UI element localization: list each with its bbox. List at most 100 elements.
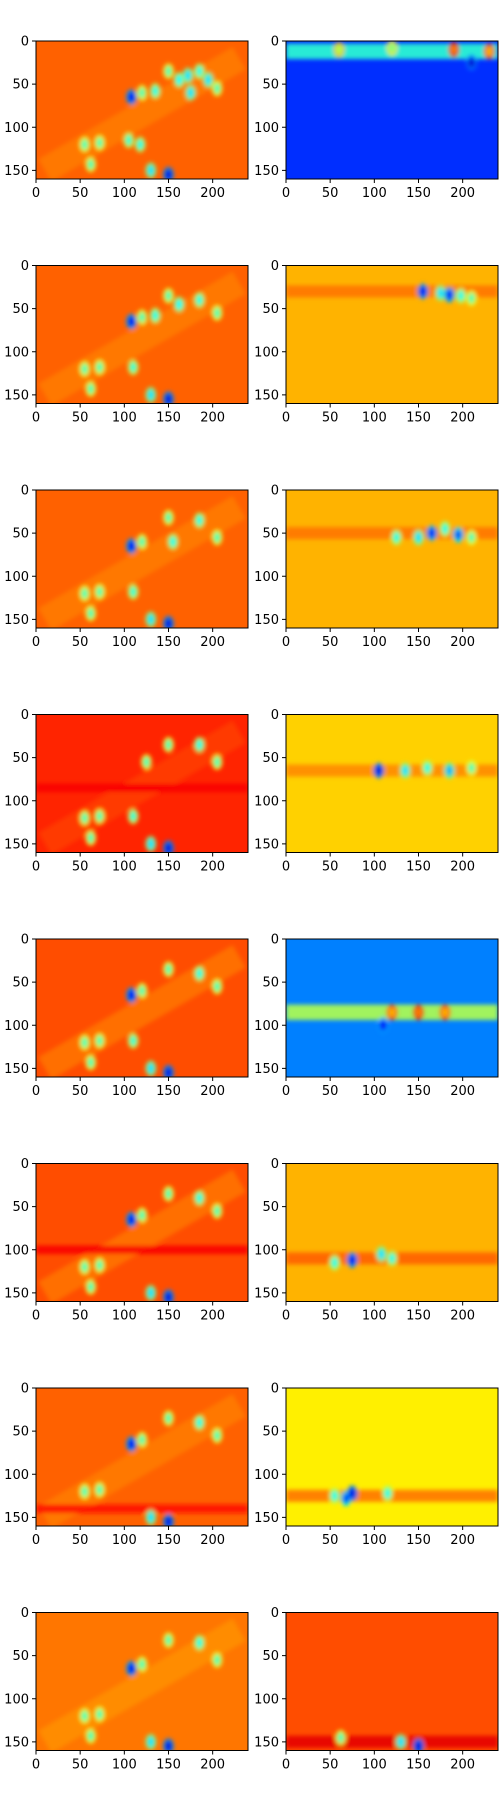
y-tick-label: 50 [12,751,29,766]
heat-blob [81,1711,88,1721]
x-tick-label: 150 [156,635,181,650]
x-tick-label: 200 [450,860,475,875]
heat-blob [335,44,343,55]
heat-blob [138,1434,146,1445]
y-tick-label: 150 [254,1511,279,1526]
y-tick-label: 150 [4,1062,29,1077]
x-tick-label: 100 [112,860,137,875]
x-tick-label: 100 [362,635,387,650]
subplot-row1-right: 0 50 100 150 200 0 50 100 150 [254,35,499,201]
y-tick-label: 150 [254,164,279,179]
y-tick-label: 0 [271,708,279,723]
x-tick-label: 50 [72,411,89,426]
heat-blob [384,1488,391,1499]
heat-blob [388,42,396,53]
heat-blob [152,86,159,97]
x-tick-label: 50 [72,1533,89,1548]
heat-diagonal-band [38,1169,246,1302]
heat-blob [441,1007,449,1018]
heatmap-image [286,265,498,404]
x-tick-label: 150 [156,1758,181,1773]
x-tick-label: 50 [322,1084,339,1099]
heat-band [36,783,248,793]
subplot-row6-left: 0 50 100 150 200 0 50 100 150 [4,1157,249,1324]
heat-blob [138,87,146,98]
heat-blob [87,1057,94,1068]
y-tick-label: 150 [4,837,29,852]
y-tick-label: 50 [12,1425,29,1440]
heat-blob [147,1512,155,1523]
heat-blob [437,288,444,299]
y-tick-label: 150 [4,388,29,403]
x-tick-label: 0 [32,1309,40,1324]
y-tick-label: 100 [254,570,279,585]
heat-blob [424,762,431,773]
x-tick-label: 100 [112,411,137,426]
heat-blob [379,1020,387,1031]
heat-blob [87,1281,94,1292]
heat-blob [441,523,449,534]
subplot-row6-right: 0 50 100 150 200 0 50 100 150 [254,1157,499,1324]
heat-blob [450,44,458,55]
y-tick-label: 0 [21,1157,29,1172]
y-tick-label: 150 [254,1062,279,1077]
x-tick-label: 200 [200,1309,225,1324]
heatmap-image [286,939,498,1077]
y-tick-label: 100 [254,345,279,360]
x-tick-label: 150 [156,1533,181,1548]
y-tick-label: 50 [12,1649,29,1664]
heat-band [286,1735,498,1748]
y-tick-label: 0 [271,35,279,50]
heat-diagonal-band [38,271,246,404]
axes-frame [35,265,249,404]
axes-frame [285,40,499,180]
y-tick-label: 100 [254,794,279,809]
y-tick-label: 0 [21,708,29,723]
y-tick-label: 100 [4,1692,29,1707]
x-tick-label: 50 [322,186,339,201]
heat-blob [165,1292,172,1302]
heat-blob [128,990,135,1001]
heatmap-image [36,1163,248,1302]
x-tick-label: 50 [322,1758,339,1773]
heat-blob [129,586,137,597]
x-tick-label: 100 [112,1533,137,1548]
heat-blob [165,1413,172,1424]
heat-blob [147,614,155,625]
axes-frame [285,489,499,629]
heat-blob [143,756,150,767]
heat-blob [468,762,475,773]
x-tick-label: 0 [32,635,40,650]
heat-blob [128,1439,135,1450]
axes-frame [285,938,499,1078]
heat-blob [81,1486,88,1497]
axes-frame [285,1163,499,1302]
heatmap-image [36,1388,248,1526]
y-tick-label: 150 [4,1286,29,1301]
subplot-row8-left: 0 50 100 150 200 0 50 100 150 [4,1606,249,1773]
y-tick-label: 150 [4,1735,29,1750]
x-tick-label: 100 [362,1084,387,1099]
heatmap-image [286,41,498,179]
subplot-row8-right: 0 50 100 150 200 0 50 100 150 [254,1606,499,1773]
x-tick-label: 0 [32,186,40,201]
y-tick-label: 50 [262,751,279,766]
heat-blob [137,139,144,150]
heat-blob [397,1736,405,1747]
heat-blob [428,528,435,539]
x-tick-label: 0 [282,1084,290,1099]
x-tick-label: 50 [72,635,89,650]
heat-blob [349,1255,356,1266]
heat-blob [96,1484,103,1495]
y-tick-label: 0 [271,1382,279,1397]
heatmap-image [36,490,248,628]
x-tick-label: 200 [450,1309,475,1324]
heat-blob [87,608,94,619]
y-tick-label: 100 [4,345,29,360]
heat-blob [196,66,203,77]
heatmap-image [36,41,248,179]
heat-blob [138,1210,146,1221]
x-tick-label: 200 [200,1084,225,1099]
x-tick-label: 200 [450,635,475,650]
